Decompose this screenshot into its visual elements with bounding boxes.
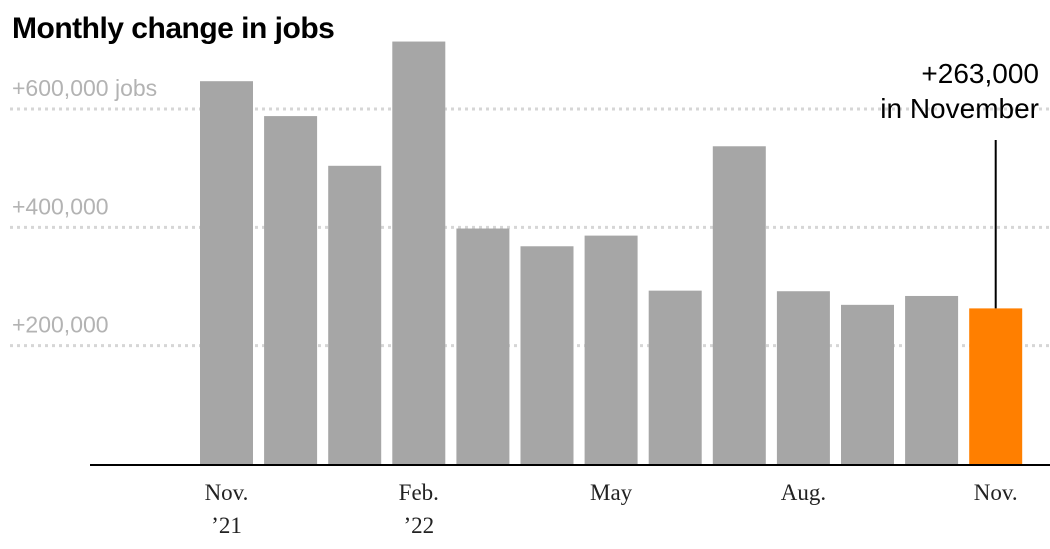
bar: [841, 304, 894, 464]
x-tick-label: May: [590, 480, 633, 505]
x-tick-label: Nov.: [974, 480, 1018, 505]
y-tick-label: +200,000: [12, 312, 109, 338]
bar: [776, 291, 830, 464]
x-tick-label: Aug.: [781, 480, 826, 505]
x-tick-label: Feb.: [399, 480, 439, 505]
bar: [648, 290, 702, 464]
bar: [264, 116, 318, 464]
bars: [90, 41, 1050, 466]
chart-title: Monthly change in jobs: [12, 12, 335, 45]
y-tick-label: +400,000: [12, 193, 109, 219]
bar: [456, 228, 510, 464]
x-tick-label: ’22: [403, 513, 434, 538]
annotation: +263,000 in November: [880, 58, 1039, 309]
bar: [712, 146, 766, 464]
bar: [520, 246, 574, 464]
y-tick-label: +600,000 jobs: [12, 75, 157, 101]
bar: [328, 165, 382, 465]
annotation-label: in November: [880, 93, 1039, 124]
y-axis-labels: +600,000 jobs +400,000 +200,000: [12, 75, 157, 338]
bar: [200, 81, 253, 465]
bar: [584, 235, 638, 464]
x-tick-label: ’21: [211, 513, 242, 538]
bar-highlight: [969, 308, 1023, 464]
bar: [905, 295, 959, 464]
annotation-label: +263,000: [921, 58, 1039, 89]
x-tick-label: Nov.: [205, 480, 249, 505]
x-axis-labels: Nov. ’21 Feb. ’22 May Aug. Nov.: [205, 480, 1018, 538]
bar: [392, 41, 446, 465]
